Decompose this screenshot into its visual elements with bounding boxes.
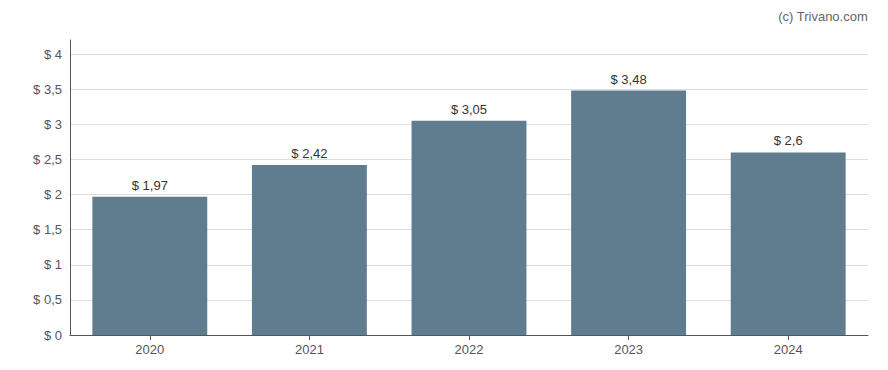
- svg-text:$ 4: $ 4: [44, 47, 62, 62]
- svg-text:$ 3,5: $ 3,5: [33, 82, 62, 97]
- svg-text:$ 2,6: $ 2,6: [774, 133, 803, 148]
- svg-text:$ 3,48: $ 3,48: [611, 72, 647, 87]
- svg-text:2024: 2024: [774, 342, 803, 357]
- svg-text:$ 2,42: $ 2,42: [291, 146, 327, 161]
- svg-text:$ 1,97: $ 1,97: [132, 178, 168, 193]
- svg-text:$ 0: $ 0: [44, 328, 62, 343]
- svg-text:$ 3: $ 3: [44, 117, 62, 132]
- svg-text:$ 1: $ 1: [44, 257, 62, 272]
- svg-text:2021: 2021: [295, 342, 324, 357]
- svg-text:2022: 2022: [455, 342, 484, 357]
- svg-text:(c) Trivano.com: (c) Trivano.com: [778, 9, 868, 24]
- svg-text:$ 0,5: $ 0,5: [33, 292, 62, 307]
- svg-text:$ 1,5: $ 1,5: [33, 222, 62, 237]
- svg-text:2020: 2020: [135, 342, 164, 357]
- svg-text:$ 2: $ 2: [44, 187, 62, 202]
- svg-text:$ 2,5: $ 2,5: [33, 152, 62, 167]
- svg-text:2023: 2023: [614, 342, 643, 357]
- svg-text:$ 3,05: $ 3,05: [451, 102, 487, 117]
